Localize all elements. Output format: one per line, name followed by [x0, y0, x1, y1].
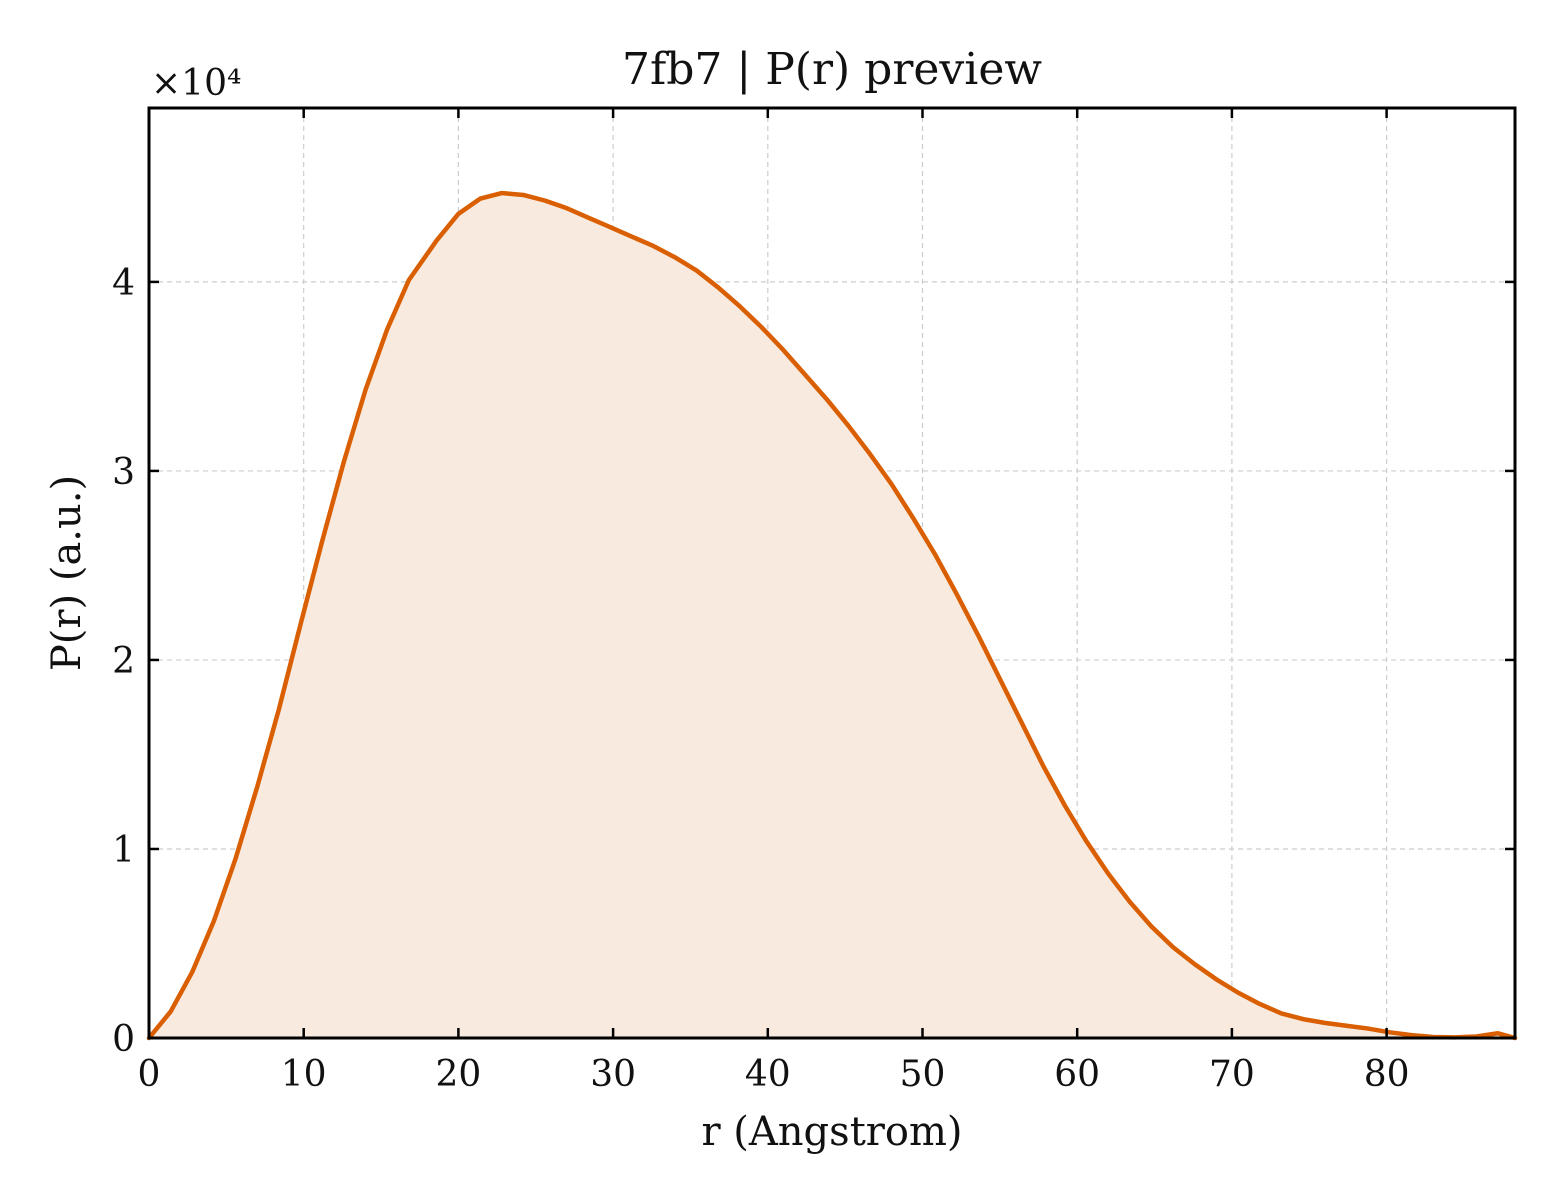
y-tick-label: 3: [112, 452, 135, 493]
y-multiplier-label: ×10⁴: [151, 63, 241, 104]
x-tick-label: 40: [745, 1054, 791, 1095]
x-tick-label: 10: [281, 1054, 327, 1095]
y-tick-label: 1: [112, 830, 135, 871]
x-tick-label: 0: [138, 1054, 161, 1095]
y-tick-label: 2: [112, 641, 135, 682]
y-axis-label: P(r) (a.u.): [44, 475, 90, 671]
chart-title: 7fb7 | P(r) preview: [622, 44, 1042, 95]
y-tick-label: 4: [112, 263, 135, 304]
x-tick-label: 20: [435, 1054, 481, 1095]
y-tick-label: 0: [112, 1019, 135, 1060]
series-line: [146, 190, 1518, 1041]
x-tick-label: 50: [900, 1054, 946, 1095]
x-tick-label: 70: [1209, 1054, 1255, 1095]
x-tick-label: 30: [590, 1054, 636, 1095]
plot-frame: [147, 106, 1517, 1040]
area-fill: [149, 193, 1515, 1038]
tick-labels: 0 10 20 30 40 50 60 70 80 0 1 2 3 4: [112, 263, 1409, 1095]
x-axis-label: r (Angstrom): [701, 1109, 962, 1155]
axis-ticks: [147, 108, 1515, 1040]
x-tick-label: 80: [1364, 1054, 1410, 1095]
x-tick-label: 60: [1054, 1054, 1100, 1095]
